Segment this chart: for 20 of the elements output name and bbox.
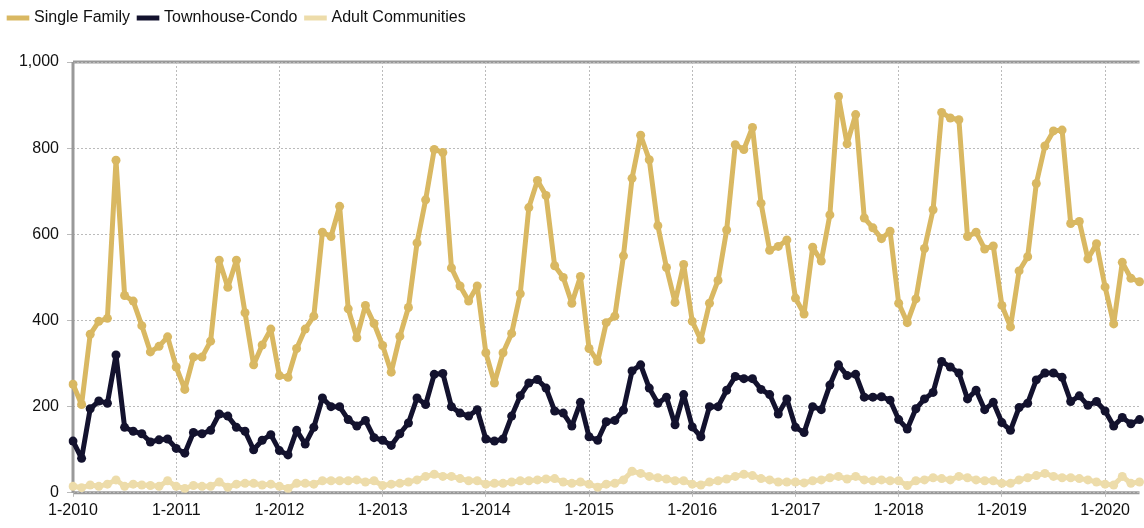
y-tick-label: 200 bbox=[32, 397, 60, 415]
legend-label: Townhouse-Condo bbox=[164, 8, 298, 26]
y-tick-label: 800 bbox=[32, 138, 60, 156]
x-tick-label: 1-2019 bbox=[976, 500, 1027, 518]
y-tick-label: 600 bbox=[32, 224, 60, 242]
x-tick-label: 1-2020 bbox=[1080, 500, 1131, 518]
x-tick-label: 1-2015 bbox=[564, 500, 615, 518]
x-tick-label: 1-2017 bbox=[770, 500, 821, 518]
x-tick-label: 1-2018 bbox=[873, 500, 924, 518]
y-tick-label: 0 bbox=[50, 483, 60, 501]
y-tick-label: 400 bbox=[32, 310, 60, 328]
x-tick-label: 1-2014 bbox=[460, 500, 511, 518]
legend-label: Adult Communities bbox=[331, 8, 466, 26]
x-tick-label: 1-2013 bbox=[357, 500, 408, 518]
x-tick-label: 1-2016 bbox=[667, 500, 718, 518]
x-tick-label: 1-2012 bbox=[254, 500, 305, 518]
legend-label: Single Family bbox=[34, 8, 131, 26]
x-tick-label: 1-2011 bbox=[151, 500, 201, 518]
x-tick-label: 1-2010 bbox=[48, 500, 99, 518]
y-tick-label: 1,000 bbox=[18, 52, 60, 70]
